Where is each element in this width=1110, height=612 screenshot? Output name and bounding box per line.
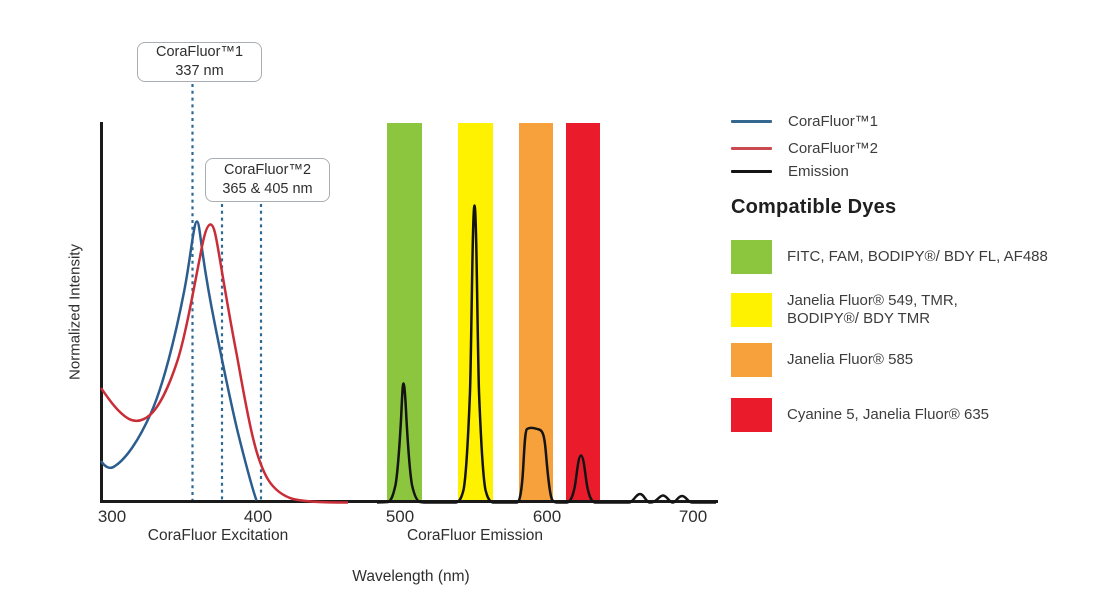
dye-row-orange: Janelia Fluor® 585 (731, 343, 913, 377)
legend-item-corafluor2: CoraFluor™2 (731, 139, 879, 157)
band-green (387, 123, 422, 503)
red-dye-swatch (731, 398, 772, 432)
corafluor2-excitation-curve (99, 223, 349, 504)
excitation-section-label: CoraFluor Excitation (147, 527, 289, 544)
emission-line-swatch (731, 169, 772, 173)
dye-row-yellow: Janelia Fluor® 549, TMR, BODIPY®/ BDY TM… (731, 292, 958, 327)
x-tick-400: 400 (243, 507, 273, 526)
dye-label-red: Cyanine 5, Janelia Fluor® 635 (787, 406, 990, 424)
callout-corafluor2: CoraFluor™2 365 & 405 nm (205, 158, 330, 202)
callout-corafluor2-value: 365 & 405 nm (222, 181, 313, 197)
callout-corafluor2-title: CoraFluor™2 (223, 161, 312, 178)
band-yellow (458, 123, 493, 503)
green-dye-swatch (731, 240, 772, 274)
legend-item-corafluor1: CoraFluor™1 (731, 112, 879, 130)
dye-label-green: FITC, FAM, BODIPY®/ BDY FL, AF488 (787, 248, 1048, 266)
callout-corafluor1: CoraFluor™1 337 nm (137, 42, 262, 82)
corafluor1-line-swatch (731, 119, 772, 123)
emission-curve (376, 204, 716, 504)
emission-section-label: CoraFluor Emission (406, 527, 544, 544)
y-axis-label: Normalized Intensity (66, 244, 84, 380)
spectra-chart (99, 84, 718, 504)
callout-corafluor1-value: 337 nm (175, 63, 224, 79)
corafluor1-excitation-curve (99, 220, 258, 501)
legend-label-emission: Emission (788, 162, 849, 180)
legend-label-corafluor1: CoraFluor™1 (788, 112, 879, 130)
corafluor2-line-swatch (731, 146, 772, 150)
x-tick-300: 300 (97, 507, 127, 526)
callout-corafluor1-title: CoraFluor™1 (155, 43, 244, 60)
band-red (566, 123, 600, 503)
dye-label-yellow: Janelia Fluor® 549, TMR, BODIPY®/ BDY TM… (787, 292, 958, 327)
dye-row-green: FITC, FAM, BODIPY®/ BDY FL, AF488 (731, 240, 1048, 274)
legend-item-emission: Emission (731, 162, 849, 180)
x-tick-600: 600 (532, 507, 562, 526)
dye-row-red: Cyanine 5, Janelia Fluor® 635 (731, 398, 989, 432)
x-tick-700: 700 (678, 507, 708, 526)
x-axis-label: Wavelength (nm) (352, 568, 470, 585)
yellow-dye-swatch (731, 292, 772, 327)
dye-label-orange: Janelia Fluor® 585 (787, 351, 914, 369)
orange-dye-swatch (731, 343, 772, 377)
compatible-dyes-heading: Compatible Dyes (731, 196, 897, 218)
legend-label-corafluor2: CoraFluor™2 (788, 139, 879, 157)
x-tick-500: 500 (385, 507, 415, 526)
